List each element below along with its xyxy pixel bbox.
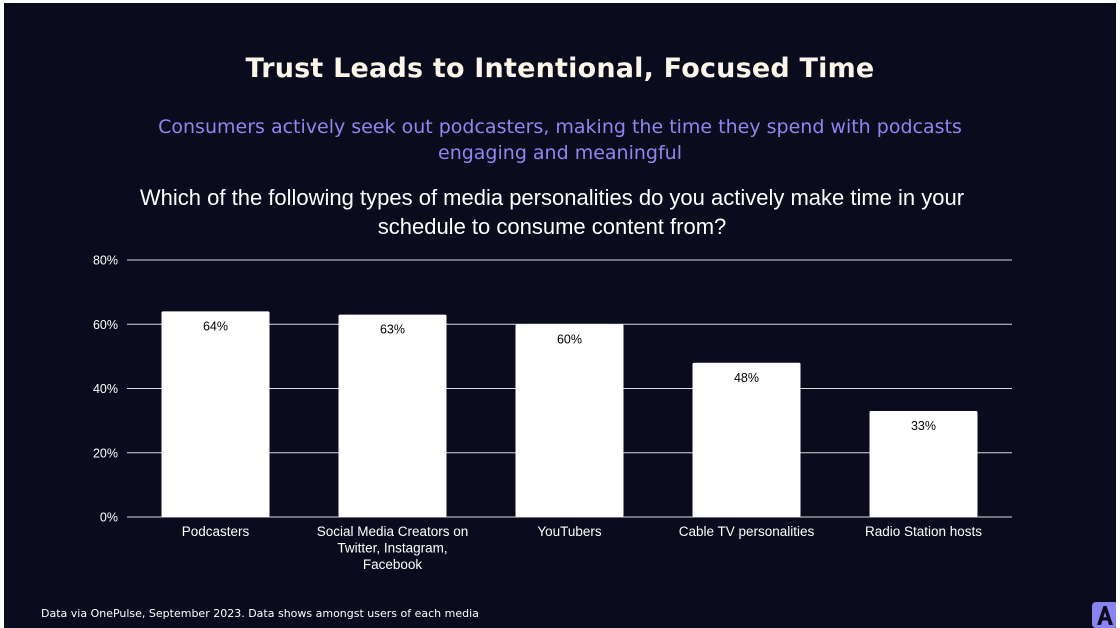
source-note: Data via OnePulse, September 2023. Data … [41, 607, 479, 620]
x-tick-label: Facebook [363, 557, 423, 572]
bar [338, 314, 447, 517]
bar [692, 362, 801, 517]
x-tick-label: YouTubers [537, 524, 602, 539]
brand-a-logo-glyph [1097, 606, 1113, 625]
chart-question-title: Which of the following types of media pe… [139, 185, 965, 239]
data-label: 64% [203, 319, 228, 333]
bar [161, 311, 270, 517]
y-tick-label: 0% [100, 511, 118, 525]
data-label: 33% [911, 419, 936, 433]
y-tick-label: 20% [93, 446, 118, 460]
y-tick-label: 40% [93, 382, 118, 396]
data-label: 63% [380, 323, 405, 337]
x-tick-label: Cable TV personalities [679, 524, 815, 539]
x-tick-label: Podcasters [182, 524, 250, 539]
x-tick-label: Radio Station hosts [865, 524, 982, 539]
data-label: 60% [557, 332, 582, 346]
x-tick-label: Social Media Creators on [317, 524, 469, 539]
x-tick-label: Twitter, Instagram, [337, 541, 447, 556]
y-tick-label: 60% [93, 318, 118, 332]
brand-a-logo-icon [1092, 602, 1116, 628]
bar [869, 410, 978, 517]
slide-title: Trust Leads to Intentional, Focused Time [245, 53, 875, 84]
bar [515, 324, 624, 517]
slide-subtitle: Consumers actively seek out podcasters, … [158, 116, 962, 164]
y-tick-label: 80% [93, 254, 118, 268]
data-label: 48% [734, 371, 759, 385]
